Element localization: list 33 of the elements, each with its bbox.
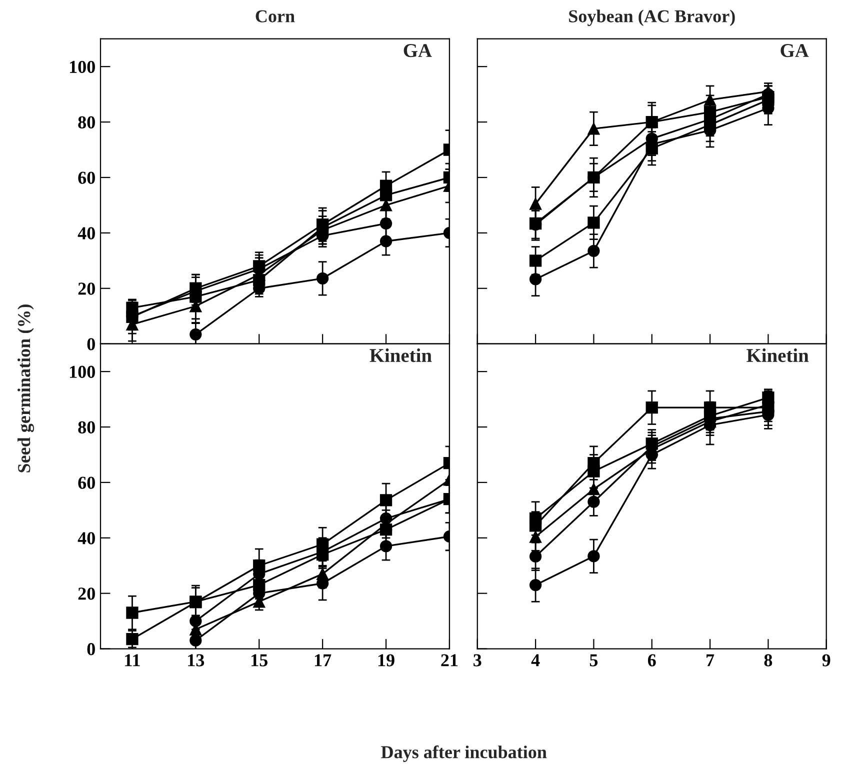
y-tick-label: 0 — [87, 643, 95, 656]
y-tick-label: 60 — [78, 476, 95, 489]
y-axis-title: Seed germination (%) — [18, 304, 34, 472]
x-tick-label: 19 — [378, 654, 394, 666]
x-tick-label: 21 — [441, 654, 458, 666]
x-tick-label: 17 — [314, 654, 332, 666]
y-tick-label: 100 — [70, 60, 95, 74]
annotation: Kinetin — [370, 348, 432, 362]
x-tick-label: 7 — [706, 654, 714, 666]
y-tick-label: 20 — [78, 282, 95, 295]
x-tick-label: 3 — [474, 654, 482, 666]
x-tick-label: 13 — [188, 654, 204, 666]
y-tick-label: 40 — [78, 532, 95, 544]
x-tick-label: 9 — [822, 654, 830, 666]
annotation: Kinetin — [746, 348, 809, 362]
y-tick-label: 40 — [78, 227, 95, 240]
annotation: GA — [780, 44, 809, 58]
x-tick-label: 15 — [252, 654, 268, 666]
x-tick-label: 5 — [590, 654, 598, 666]
y-tick-label: 80 — [78, 421, 95, 434]
chart-title: Corn — [256, 10, 295, 22]
y-tick-label: 60 — [78, 172, 95, 184]
y-tick-label: 80 — [78, 116, 95, 128]
y-tick-label: 100 — [70, 366, 95, 378]
chart-title: Soybean (AC Bravor) — [569, 10, 735, 26]
x-axis-title: Days after incubation — [381, 745, 547, 762]
y-tick-label: 0 — [87, 338, 95, 350]
x-tick-label: 4 — [531, 654, 540, 666]
x-tick-label: 6 — [648, 654, 656, 666]
y-tick-label: 20 — [78, 588, 95, 600]
x-tick-label: 11 — [125, 654, 140, 666]
annotation: GA — [404, 44, 432, 58]
x-tick-label: 8 — [764, 654, 772, 666]
